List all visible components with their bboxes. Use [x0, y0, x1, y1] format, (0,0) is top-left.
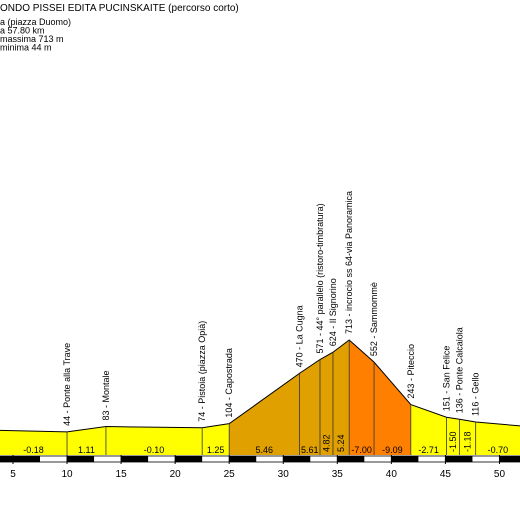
point-label: 116 - Gello: [471, 373, 481, 416]
point-label: 44 - Ponte alla Trave: [62, 343, 72, 426]
grade-label: 1.25: [207, 445, 225, 455]
x-tick-label: 20: [170, 469, 182, 480]
profile-segment: [332, 340, 350, 455]
x-tick-label: 40: [386, 469, 398, 480]
axis-bar-block: [445, 456, 473, 462]
x-tick-label: 25: [224, 469, 236, 480]
point-label: 74 - Pistoia (piazza Opià): [197, 321, 207, 422]
profile-segment: [320, 352, 333, 455]
grade-label: -0.10: [144, 445, 165, 455]
grade-label: 4.82: [321, 434, 331, 452]
grade-label: -2.71: [418, 445, 439, 455]
point-label: 552 - Sammommè: [369, 282, 379, 356]
profile-segment: [459, 419, 476, 455]
point-label: 470 - La Cugna: [294, 305, 304, 367]
grade-label: -1.50: [448, 431, 458, 452]
axis-bar-block: [67, 456, 95, 462]
point-label: 571 - 44° parallelo (ristoro-timbratura): [315, 203, 325, 353]
point-label: 624 - Il Signorino: [328, 278, 338, 346]
point-label: 83 - Montale: [101, 371, 111, 421]
info-line: massima 713 m: [0, 34, 64, 44]
grade-label: -7.00: [351, 445, 372, 455]
chart-title: ONDO PISSEI EDITA PUCINSKAITE (percorso …: [0, 3, 239, 14]
grade-label: 5.46: [256, 445, 274, 455]
profile-segment: [0, 430, 68, 455]
grade-label: -0.70: [488, 445, 509, 455]
grade-label: -9.09: [382, 445, 403, 455]
axis-bar-block: [0, 456, 13, 462]
point-label: 104 - Capostrada: [224, 348, 234, 418]
axis-bar-block: [337, 456, 365, 462]
profile-segment: [374, 362, 411, 455]
grade-label: 5.24: [336, 434, 346, 452]
profile-segment: [67, 426, 106, 455]
point-label: 713 - incrocio ss 64-via Panoramica: [344, 191, 354, 334]
x-tick-label: 35: [332, 469, 344, 480]
grade-label: 5.61: [301, 445, 319, 455]
point-label: 136 - Ponte Calcaiola: [454, 327, 464, 413]
profile-segment: [475, 422, 520, 455]
axis-bar-block: [121, 456, 149, 462]
point-label: 151 - San Felice: [441, 346, 451, 412]
profile-segment: [446, 417, 460, 455]
x-tick-label: 15: [116, 469, 128, 480]
info-line: a (piazza Duomo): [0, 17, 71, 27]
axis-bar: [0, 455, 520, 463]
grade-label: -0.18: [23, 445, 44, 455]
x-tick-label: 50: [494, 469, 506, 480]
profile-segment: [229, 373, 300, 455]
point-label: 243 - Piteccio: [406, 344, 416, 399]
profile-segment: [410, 404, 447, 455]
x-tick-label: 10: [61, 469, 73, 480]
axis-bar-block: [499, 456, 520, 462]
axis-bar-block: [175, 456, 203, 462]
grade-label: -1.18: [463, 431, 473, 452]
profile-segment: [202, 423, 230, 455]
profile-segment: [105, 426, 203, 455]
profile-segment: [349, 340, 375, 455]
x-tick-label: 5: [10, 469, 16, 480]
axis-bar-block: [283, 456, 311, 462]
axis-bar-block: [12, 456, 40, 462]
x-tick-label: 45: [440, 469, 452, 480]
axis-bar-block: [391, 456, 419, 462]
info-line: a 57.80 km: [0, 26, 45, 36]
axis-bar-block: [229, 456, 257, 462]
x-tick-label: 30: [278, 469, 290, 480]
info-line: minima 44 m: [0, 43, 52, 53]
profile-segment: [299, 359, 320, 455]
grade-label: 1.11: [78, 445, 95, 455]
